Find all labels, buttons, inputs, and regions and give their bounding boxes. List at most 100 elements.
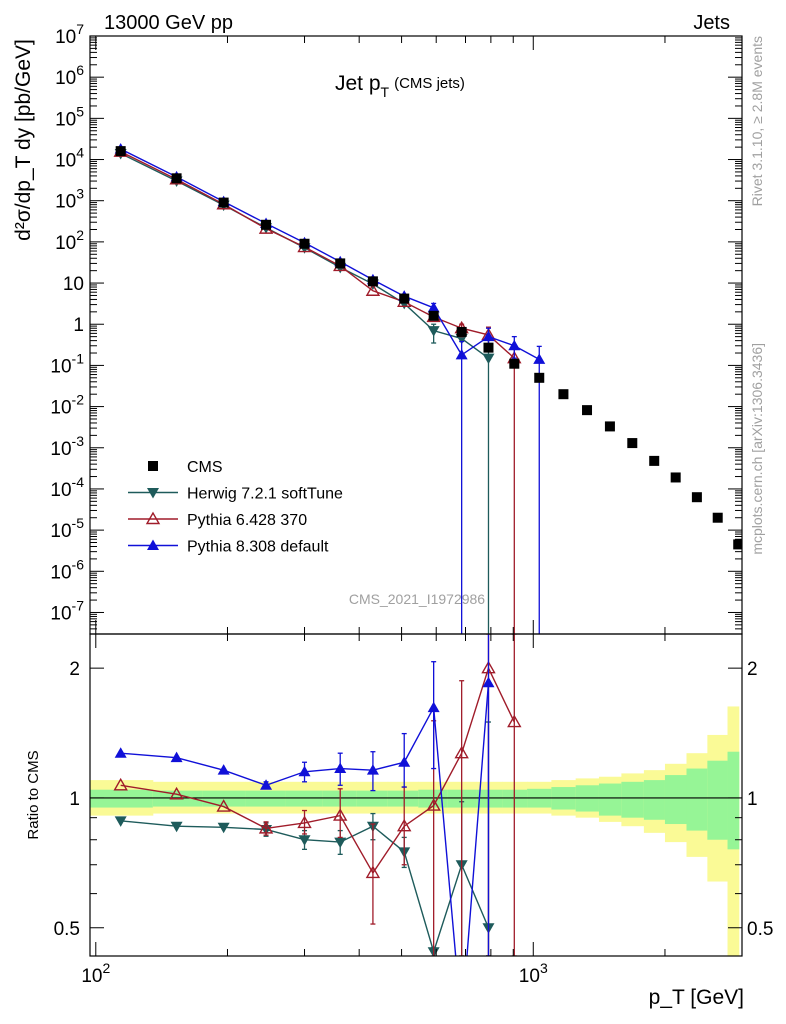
x-axis-label: p_T [GeV] (649, 986, 744, 1009)
data-point (216, 799, 231, 812)
data-point (114, 747, 127, 758)
main-y-tick-label: 10-4 (50, 474, 84, 501)
main-y-tick-label: 10-3 (50, 433, 84, 460)
data-point (169, 786, 184, 800)
data-point (217, 764, 230, 775)
header-right-label: Jets (693, 12, 730, 34)
plot-title-extra: (CMS jets) (394, 75, 465, 92)
data-point (260, 779, 273, 790)
legend-entry: Pythia 8.308 default (128, 539, 329, 556)
data-point (509, 358, 520, 369)
data-point (558, 389, 569, 400)
data-point (398, 756, 411, 767)
x-tick-label: 102 (81, 960, 110, 987)
data-point (454, 745, 469, 759)
band-inner (202, 790, 247, 807)
main-panel: 10-7 10-6 10-5 10-4 10-3 10-2 10-1 1 10 102 103 104… (50, 21, 743, 635)
ratio-panel: 102 103 0.5 0.5 1 1 2 2 (54, 633, 773, 987)
legend-marker (147, 488, 159, 499)
band-inner (621, 781, 645, 818)
main-y-tick-label: 103 (55, 186, 84, 213)
mcplots-credit-label: mcplots.cern.ch [arXiv:1306.3436] (749, 343, 765, 555)
data-point (428, 310, 439, 321)
analysis-watermark: CMS_2021_I1972986 (349, 591, 485, 607)
legend-marker (148, 461, 158, 471)
main-y-tick-label: 10-6 (50, 556, 84, 583)
plot-title-subscript: T (381, 84, 390, 100)
data-point (334, 762, 347, 774)
data-point (365, 283, 381, 296)
main-y-tick-label: 1 (73, 315, 84, 336)
data-point (534, 372, 545, 383)
data-point (299, 238, 310, 249)
main-y-tick-label: 102 (55, 227, 84, 254)
ratio-series-pythia-8-308-default (114, 634, 495, 956)
ratio-y-axis-label: Ratio to CMS (25, 750, 42, 839)
data-point (483, 342, 494, 353)
data-point (482, 353, 495, 365)
legend-entry: Herwig 7.2.1 softTune (128, 486, 343, 503)
band-inner (90, 789, 154, 808)
data-point (397, 818, 412, 832)
main-y-tick-label: 106 (55, 62, 84, 89)
data-point (367, 276, 378, 287)
legend-label: Pythia 8.308 default (187, 539, 329, 556)
data-point (297, 815, 312, 829)
main-y-tick-label: 10-7 (50, 597, 84, 624)
main-y-tick-label: 107 (55, 21, 84, 48)
main-y-tick-label: 105 (55, 103, 84, 130)
legend-entry: CMS (148, 459, 223, 476)
data-point (218, 197, 229, 208)
data-point (170, 751, 183, 763)
rivet-version-label: Rivet 3.1.10, ≥ 2.8M events (749, 36, 765, 206)
plot-title: Jet pT (CMS jets) (335, 72, 465, 100)
legend-label: Pythia 6.428 370 (187, 512, 307, 529)
data-point (335, 258, 346, 269)
data-point (334, 837, 347, 849)
data-point (171, 173, 182, 184)
main-y-tick-label: 10-2 (50, 392, 84, 419)
data-point (627, 438, 638, 449)
data-point (712, 512, 723, 523)
data-point (733, 539, 742, 550)
data-point (604, 421, 615, 432)
main-y-tick-label: 10-5 (50, 515, 84, 542)
ratio-y-tick-label: 2 (69, 659, 80, 680)
data-point (691, 492, 702, 503)
data-point (113, 777, 128, 791)
data-point (582, 405, 593, 416)
data-point (507, 714, 522, 728)
main-y-tick-label: 10-1 (50, 350, 84, 377)
data-point (217, 822, 230, 834)
data-point (261, 219, 272, 230)
legend-label: CMS (187, 459, 223, 476)
series-line (120, 666, 515, 875)
band-inner (387, 790, 419, 807)
main-y-tick-label: 104 (55, 145, 84, 172)
data-point (427, 301, 440, 313)
band-inner (727, 751, 740, 850)
ratio-y-tick-label-right: 2 (747, 659, 758, 680)
data-point (482, 330, 495, 342)
band-inner (285, 790, 324, 807)
data-point (482, 676, 495, 688)
data-point (427, 326, 440, 337)
data-point (298, 835, 311, 846)
data-point (426, 798, 441, 811)
data-point (365, 865, 381, 879)
ratio-y-tick-label: 1 (69, 789, 80, 810)
data-point (258, 820, 274, 834)
ratio-y-tick-label: 0.5 (54, 919, 80, 940)
data-point (649, 455, 660, 466)
band-inner (356, 790, 389, 807)
main-series-cms (115, 146, 742, 550)
data-point (533, 353, 546, 364)
data-point (670, 472, 681, 483)
band-inner (245, 790, 287, 807)
uncertainty-bands (90, 706, 740, 956)
data-point (114, 816, 127, 827)
data-point (456, 326, 467, 337)
legend-marker (145, 511, 161, 525)
main-series-herwig-7-2-1-softtune (114, 149, 495, 634)
